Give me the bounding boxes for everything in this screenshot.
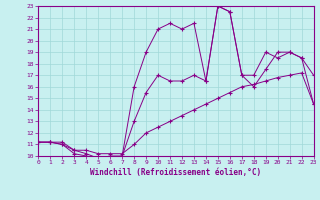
- X-axis label: Windchill (Refroidissement éolien,°C): Windchill (Refroidissement éolien,°C): [91, 168, 261, 177]
